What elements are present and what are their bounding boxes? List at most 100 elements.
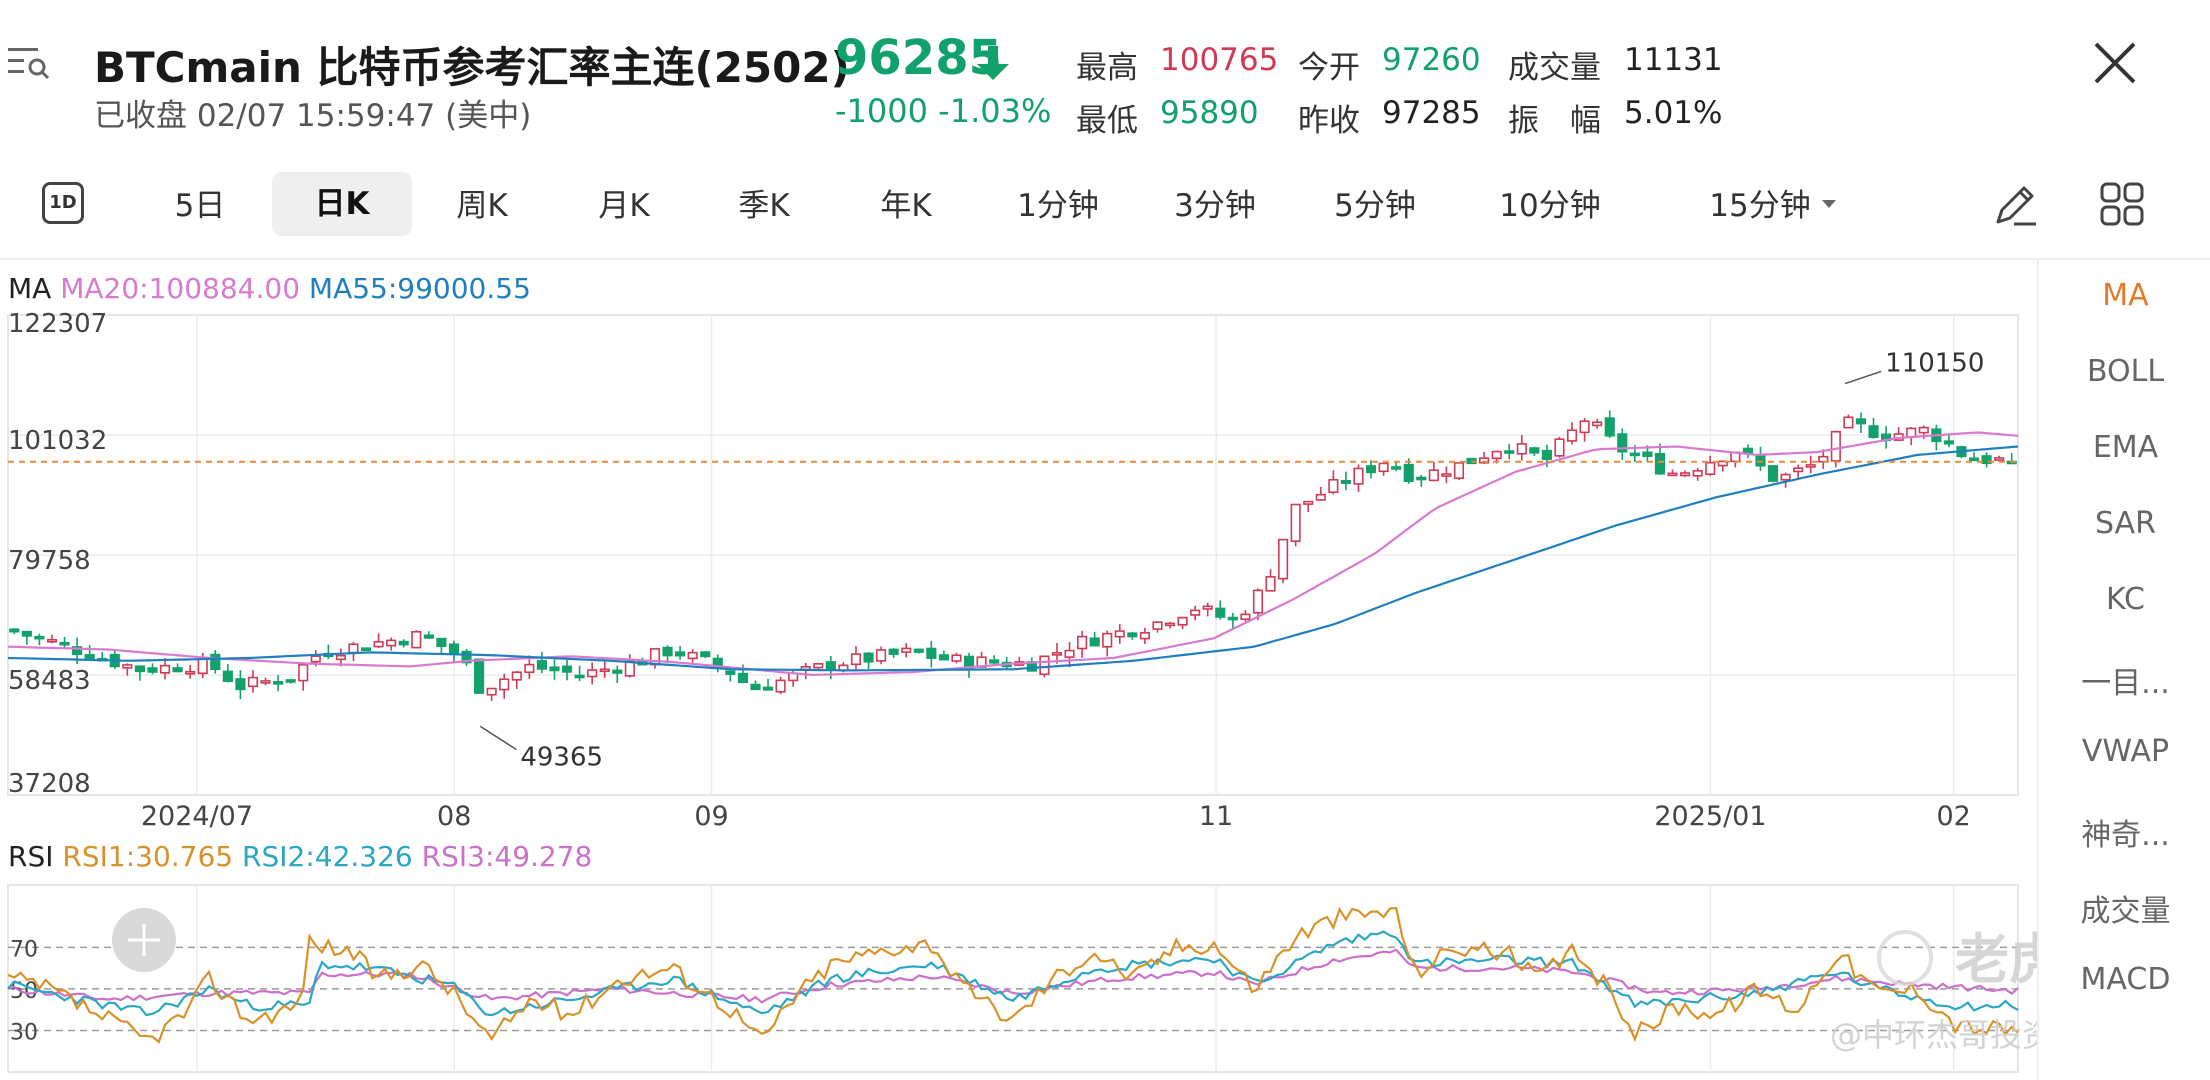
candle-body — [348, 643, 359, 654]
candle-body — [59, 641, 70, 646]
candle-body — [1416, 476, 1427, 481]
candle-body — [1403, 463, 1414, 483]
indicator-item[interactable]: SAR — [2095, 506, 2156, 541]
tab-period[interactable]: 5日 — [174, 188, 226, 224]
candle-body — [398, 640, 409, 646]
close-icon[interactable] — [2092, 40, 2138, 86]
extreme-value-label: 49365 — [520, 743, 603, 773]
candle-body — [1654, 453, 1666, 475]
candle-body — [1102, 632, 1113, 648]
candle-body — [360, 647, 372, 651]
candle-body — [1780, 473, 1791, 481]
chevron-down-icon[interactable] — [1822, 200, 1836, 208]
annotation-leader — [1844, 370, 1882, 385]
candle-body — [1039, 655, 1050, 676]
candle-body — [1127, 632, 1138, 638]
indicator-item[interactable]: KC — [2106, 582, 2145, 617]
tab-period[interactable]: 15分钟 — [1709, 188, 1811, 224]
candle-body — [222, 670, 233, 682]
candle-body — [1793, 467, 1804, 473]
indicator-item[interactable]: 一目... — [2081, 666, 2170, 701]
candle-body — [775, 679, 786, 693]
candle-body — [1340, 479, 1351, 484]
rsi3-legend: RSI3:49.278 — [421, 840, 593, 873]
candle-body — [1227, 616, 1238, 621]
candle-body — [1830, 430, 1841, 462]
indicator-item[interactable]: 成交量 — [2080, 894, 2171, 929]
y-tick-label: 122307 — [8, 309, 107, 339]
stat-label: 今开 — [1298, 50, 1360, 86]
candle-body — [938, 654, 949, 661]
rsi1-legend: RSI1:30.765 — [62, 840, 234, 873]
pencil-icon[interactable] — [1990, 180, 2040, 230]
rsi2-line — [7, 930, 2019, 1017]
tab-period[interactable]: 季K — [738, 188, 790, 224]
indicator-item[interactable]: 神奇... — [2081, 818, 2170, 853]
candle-body — [134, 665, 145, 673]
tab-period[interactable]: 月K — [598, 188, 650, 224]
candle-body — [172, 667, 183, 673]
x-tick-label: 2025/01 — [1654, 801, 1766, 832]
candle-body — [1918, 426, 1929, 434]
stat-label: 昨收 — [1298, 103, 1360, 139]
candle-body — [474, 658, 485, 694]
candle-body — [1441, 473, 1452, 477]
tab-period[interactable]: 周K — [456, 188, 508, 224]
stat-label: 振 幅 — [1508, 103, 1601, 139]
indicator-item[interactable]: VWAP — [2081, 734, 2170, 769]
candle-body — [1190, 609, 1201, 616]
rsi3-line — [7, 948, 2019, 1004]
candle-body — [1516, 443, 1527, 455]
menu-search-icon[interactable] — [6, 42, 50, 82]
candle-body — [913, 648, 924, 653]
indicator-item[interactable]: EMA — [2092, 430, 2159, 465]
indicator-item[interactable]: BOLL — [2086, 354, 2165, 389]
candle-body — [335, 654, 346, 661]
rsi-legend: RSI RSI1:30.765 RSI2:42.326 RSI3:49.278 — [8, 840, 592, 873]
intraday-1d-icon[interactable]: 1D — [42, 182, 84, 224]
candle-body — [1642, 451, 1653, 458]
indicator-item[interactable]: MACD — [2080, 962, 2171, 997]
candle-body — [1566, 429, 1578, 442]
tab-active[interactable]: 日K — [272, 172, 412, 236]
candle-body — [461, 650, 472, 664]
candle-body — [675, 651, 686, 657]
indicator-item[interactable]: MA — [2102, 278, 2149, 313]
tab-period[interactable]: 3分钟 — [1174, 188, 1256, 224]
annotation-leader — [479, 725, 517, 751]
candle-body — [9, 628, 20, 633]
candle-body — [499, 678, 510, 691]
y-tick-label: 37208 — [8, 769, 91, 799]
candle-body — [1051, 652, 1063, 656]
tab-period[interactable]: 1分钟 — [1017, 188, 1099, 224]
candle-body — [273, 681, 284, 685]
grid-icon[interactable] — [2098, 180, 2146, 228]
candle-body — [1152, 621, 1163, 630]
stat-value: 97260 — [1382, 42, 1481, 78]
tab-period[interactable]: 年K — [880, 188, 932, 224]
candle-body — [1629, 452, 1640, 457]
watermark-logo-icon — [1877, 930, 1933, 986]
candle-body — [1705, 461, 1716, 475]
candle-body — [1428, 469, 1439, 482]
candle-body — [1177, 616, 1188, 626]
candle-body — [850, 653, 862, 666]
tab-period[interactable]: 5分钟 — [1334, 188, 1416, 224]
stat-label: 最低 — [1076, 103, 1138, 139]
tab-period[interactable]: 10分钟 — [1499, 188, 1601, 224]
candle-body — [1906, 427, 1917, 438]
candle-body — [486, 687, 497, 696]
kline-chart[interactable]: 122307 101032 79758 58483 37208 2024/07 08 09 11… — [0, 0, 2037, 1080]
candle-body — [1529, 447, 1540, 454]
candle-body — [423, 634, 434, 639]
candle-body — [1968, 457, 1980, 462]
ma20-line — [7, 431, 2019, 677]
candle-body — [1717, 460, 1728, 467]
candle-body — [210, 653, 221, 671]
y-tick-label: 58483 — [8, 666, 91, 696]
candle-body — [737, 672, 748, 684]
market-status: 已收盘 02/07 15:59:47 (美中) — [94, 98, 532, 134]
candle-body — [649, 648, 661, 666]
candle-body — [285, 679, 296, 683]
rsi-tick-label: 30 — [10, 1020, 38, 1045]
